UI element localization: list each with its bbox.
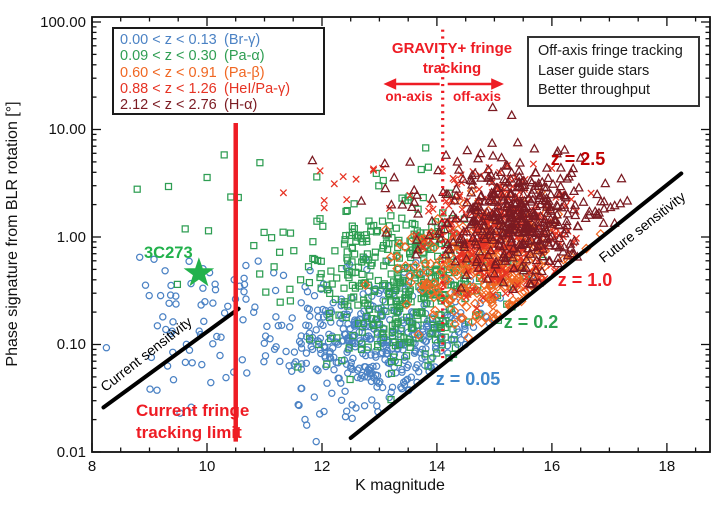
- legend-z-range: 2.12 < z < 2.76: [120, 97, 217, 114]
- benefit-laser-guide: Laser guide stars: [538, 62, 650, 79]
- legend-item-brgamma: 0.00 < z < 0.13 (Br-γ): [120, 32, 317, 48]
- legend-z-range: 0.00 < z < 0.13: [120, 32, 217, 48]
- benefit-off-axis: Off-axis fringe tracking: [538, 43, 683, 59]
- x-tick-label: 14: [428, 458, 446, 475]
- legend-line-name: (HeI/Pa-γ): [224, 80, 291, 97]
- x-tick-label: 18: [658, 458, 676, 475]
- z-0-05-label: z = 0.05: [435, 369, 501, 389]
- y-tick-label: 0.01: [56, 443, 86, 461]
- benefit-throughput: Better throughput: [538, 82, 651, 98]
- legend-z-range: 0.09 < z < 0.30: [120, 48, 217, 65]
- plot-frame: [91, 16, 711, 453]
- legend-z-range: 0.88 < z < 1.26: [120, 80, 217, 97]
- z-2-5-label: z = 2.5: [550, 149, 606, 169]
- quasar-3c273-label: 3C273: [144, 244, 193, 262]
- legend-item-halpha: 2.12 < z < 2.76 (H-α): [120, 97, 317, 113]
- gravity-plus-benefits-box: Off-axis fringe tracking Laser guide sta…: [527, 36, 700, 107]
- future-sensitivity-line: [348, 171, 684, 440]
- on-axis-label: on-axis: [385, 89, 433, 104]
- y-tick-label: 100.00: [40, 13, 86, 31]
- off-axis-label: off-axis: [452, 89, 501, 104]
- legend-item-pabeta: 0.60 < z < 0.91 (Pa-β): [120, 65, 317, 81]
- legend-line-name: (Pa-α): [224, 48, 265, 65]
- on-off-axis-arrows: [383, 78, 504, 90]
- x-axis-title: K magnitude: [355, 477, 445, 494]
- legend-line-name: (H-α): [224, 97, 258, 114]
- z-0-2-label: z = 0.2: [503, 312, 559, 332]
- y-tick-label: 10.00: [48, 121, 86, 138]
- x-tick-label: 10: [198, 458, 216, 475]
- y-axis-title: Phase signature from BLR rotation [°]: [4, 101, 21, 367]
- redshift-legend: 0.00 < z < 0.13 (Br-γ) 0.09 < z < 0.30 (Pa…: [112, 27, 325, 115]
- current-fringe-tracking-limit-label: Current fringe tracking limit: [136, 401, 250, 442]
- legend-item-heipagamma: 0.88 < z < 1.26 (HeI/Pa-γ): [120, 81, 317, 97]
- gravity-fringe-tracking-label: GRAVITY+ fringe tracking: [391, 40, 513, 77]
- y-tick-label: 1.00: [56, 228, 86, 246]
- current-sensitivity-line: [101, 306, 241, 410]
- x-tick-label: 16: [543, 458, 561, 475]
- axis-ticks: [91, 17, 710, 453]
- legend-z-range: 0.60 < z < 0.91: [120, 64, 217, 81]
- 3c273-star-marker: [183, 257, 215, 287]
- legend-line-name: (Br-γ): [224, 32, 261, 48]
- legend-item-paalpha: 0.09 < z < 0.30 (Pa-α): [120, 48, 317, 64]
- y-tick-label: 0.10: [56, 336, 86, 353]
- z-1-0-label: z = 1.0: [557, 270, 613, 290]
- series-points-4: [307, 101, 633, 294]
- x-tick-label: 12: [313, 458, 331, 475]
- x-tick-label: 8: [87, 458, 97, 475]
- legend-line-name: (Pa-β): [224, 64, 265, 81]
